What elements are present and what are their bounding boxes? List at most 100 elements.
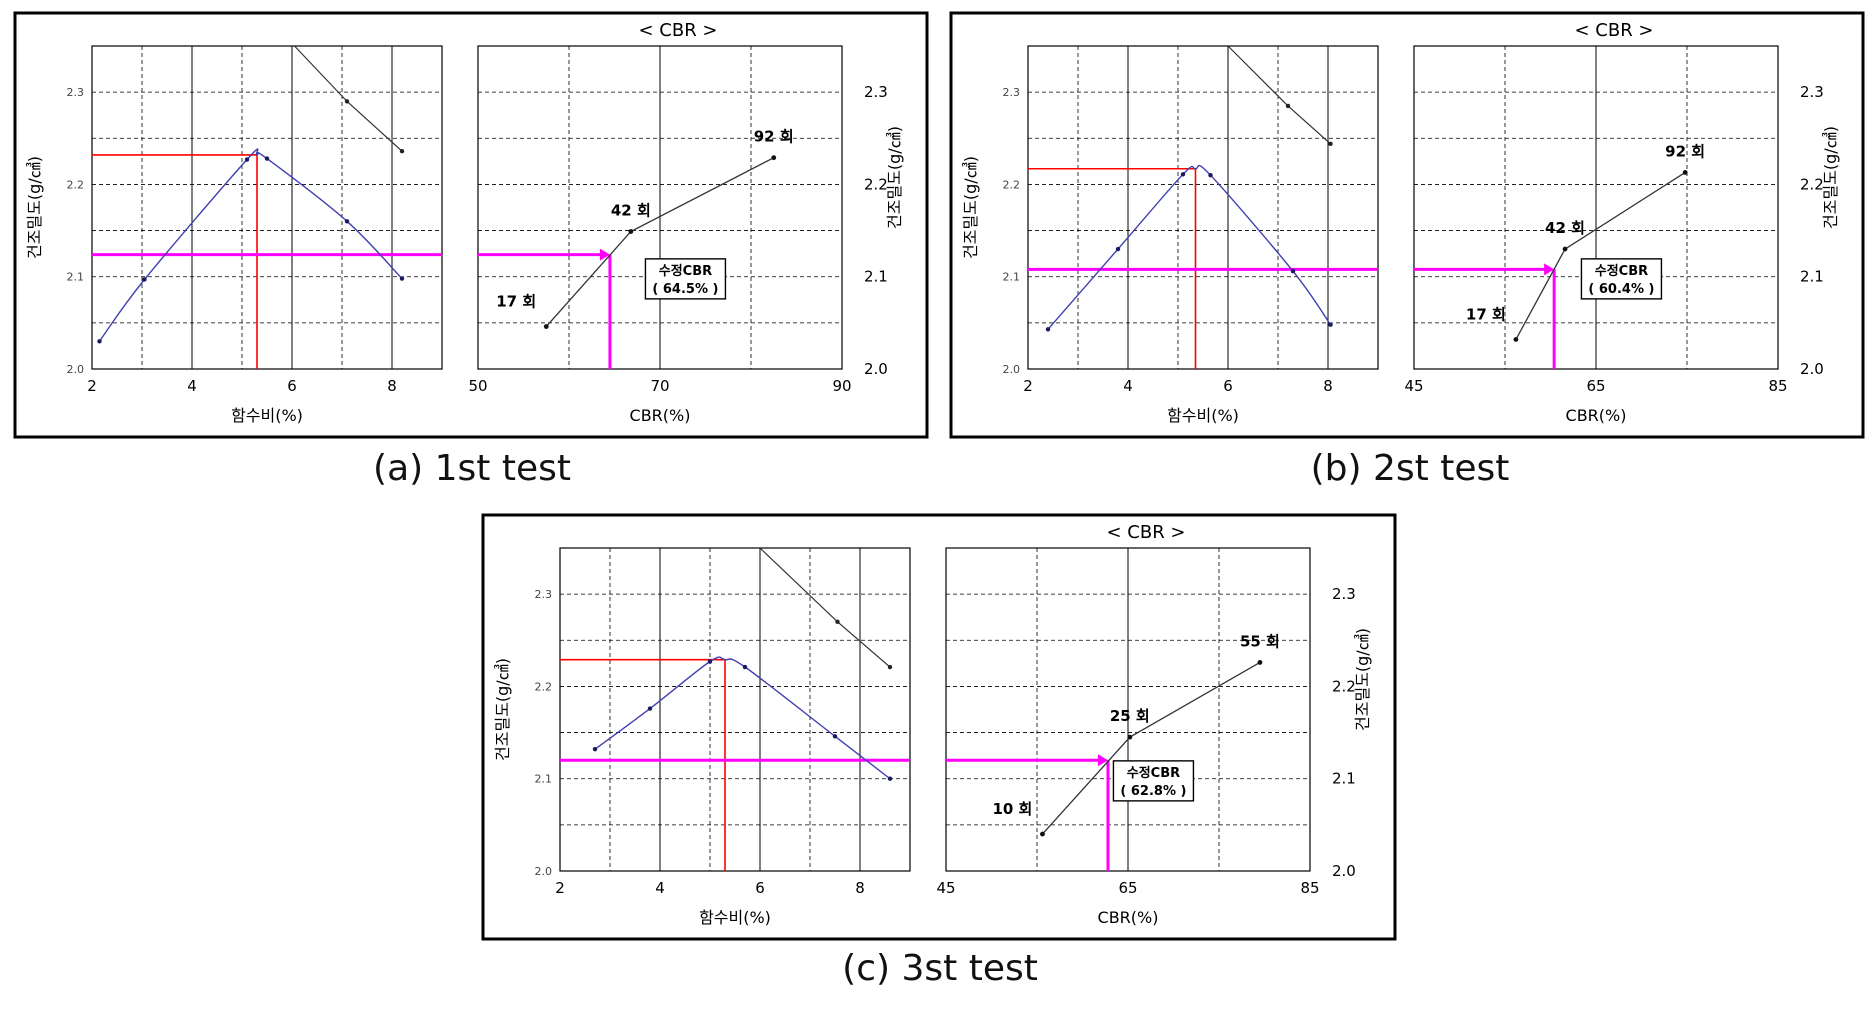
x-tick-label: 65 — [1118, 879, 1137, 897]
compaction-point — [1328, 322, 1333, 327]
compaction-point — [887, 776, 893, 781]
panel-frame — [481, 513, 1397, 941]
corrected-cbr-box — [644, 258, 727, 300]
arrow-head — [1097, 754, 1108, 767]
x-tick-label: 4 — [187, 377, 197, 395]
corrected-cbr-box — [1580, 258, 1663, 300]
y-tick-label: 2.3 — [864, 83, 888, 101]
panel-3st-test: < CBR > 2 4 6 8 2.0 2.1 2.2 2.3 함수비(%) 건조밀도(g/㎤) 45… — [481, 513, 1397, 941]
x-tick-label: 90 — [832, 377, 851, 395]
compaction-point — [1045, 327, 1051, 332]
chart-title: < CBR > — [1574, 20, 1653, 41]
compaction-point — [1208, 173, 1213, 178]
compaction-point — [244, 157, 250, 162]
corrected-cbr-title: 수정CBR — [1595, 263, 1648, 279]
compaction-point — [142, 277, 147, 282]
y-tick-label: 2.0 — [67, 363, 85, 376]
y-tick-label: 2.0 — [864, 360, 888, 378]
x-tick-label: 65 — [1586, 377, 1605, 395]
cbr-point — [1513, 337, 1519, 342]
y-tick-label: 2.3 — [1003, 86, 1021, 99]
corrected-cbr-value: ( 62.8% ) — [1120, 784, 1186, 799]
x-axis-label: CBR(%) — [1098, 908, 1159, 927]
x-tick-label: 8 — [387, 377, 397, 395]
y-tick-label: 2.2 — [864, 175, 888, 193]
x-axis-label: CBR(%) — [630, 406, 691, 425]
zero-air-void-point — [835, 619, 840, 625]
plot-border — [477, 45, 843, 370]
cbr-point — [1562, 246, 1568, 252]
arrow-head — [1544, 263, 1555, 276]
x-tick-label: 4 — [1123, 377, 1133, 395]
y-axis-label: 건조밀도(g/㎤) — [1353, 628, 1372, 731]
blow-count-label: 55 회 — [1240, 632, 1280, 650]
compaction-point — [707, 659, 713, 664]
compaction-point — [832, 734, 838, 739]
corrected-cbr-title: 수정CBR — [659, 263, 712, 279]
x-tick-label: 4 — [655, 879, 665, 897]
corrected-cbr-box — [1112, 760, 1195, 802]
compaction-point — [399, 276, 405, 281]
y-tick-label: 2.0 — [1800, 360, 1824, 378]
x-tick-label: 8 — [855, 879, 865, 897]
compaction-point — [592, 746, 598, 752]
blow-count-label: 25 회 — [1110, 707, 1150, 725]
y-tick-label: 2.1 — [535, 773, 553, 786]
y-tick-label: 2.1 — [864, 268, 888, 286]
plot-border — [91, 45, 443, 370]
compaction-point — [742, 664, 748, 670]
x-tick-label: 2 — [87, 377, 97, 395]
cbr-point — [543, 324, 549, 329]
y-tick-label: 2.1 — [67, 271, 85, 284]
chart-title: < CBR > — [1106, 522, 1185, 543]
y-axis-label: 건조밀도(g/㎤) — [493, 658, 512, 761]
zero-air-void-line — [1227, 45, 1331, 145]
y-tick-label: 2.3 — [1332, 585, 1356, 603]
compaction-point — [1180, 172, 1186, 177]
zero-air-void-line — [294, 45, 403, 152]
compaction-point — [97, 339, 102, 344]
x-tick-label: 8 — [1323, 377, 1333, 395]
x-tick-label: 50 — [468, 377, 487, 395]
max-density-guide-line — [92, 154, 258, 369]
zero-air-void-point — [1328, 141, 1333, 147]
zero-air-void-line — [759, 547, 891, 668]
y-tick-label: 2.2 — [535, 680, 553, 693]
panel-1st-test: < CBR > 2 4 6 8 2.0 2.1 2.2 2.3 함수비(%) 건조밀도(g/㎤) 50… — [13, 11, 929, 439]
compaction-point — [344, 219, 350, 224]
y-tick-label: 2.2 — [1332, 677, 1356, 695]
blow-count-label: 92 회 — [1665, 142, 1705, 160]
zero-air-void-point — [344, 99, 350, 104]
compaction-curve — [98, 148, 403, 342]
y-axis-label: 건조밀도(g/㎤) — [885, 126, 904, 229]
corrected-cbr-value: ( 60.4% ) — [1588, 282, 1654, 297]
panel-2st-test: < CBR > 2 4 6 8 2.0 2.1 2.2 2.3 함수비(%) 건조밀도(g/㎤) 45… — [949, 11, 1865, 439]
blow-count-label: 10 회 — [992, 800, 1032, 818]
chart-title: < CBR > — [638, 20, 717, 41]
y-tick-label: 2.1 — [1003, 271, 1021, 284]
y-tick-label: 2.2 — [67, 178, 85, 191]
compaction-point — [1115, 246, 1121, 252]
compaction-curve — [1047, 164, 1332, 330]
x-tick-label: 45 — [1404, 377, 1423, 395]
x-axis-label: 함수비(%) — [231, 406, 303, 425]
cbr-point — [628, 229, 634, 234]
y-tick-label: 2.3 — [535, 588, 553, 601]
caption-1st-test: (a) 1st test — [373, 448, 571, 489]
arrow-head — [599, 248, 610, 261]
zero-air-void-point — [887, 664, 893, 670]
plot-border — [945, 547, 1311, 872]
cbr-point — [1682, 170, 1688, 175]
y-tick-label: 2.2 — [1003, 178, 1021, 191]
x-tick-label: 85 — [1768, 377, 1787, 395]
y-tick-label: 2.0 — [1003, 363, 1021, 376]
zero-air-void-point — [1285, 103, 1291, 109]
compaction-point — [647, 706, 653, 711]
zero-air-void-point — [399, 149, 405, 154]
x-tick-label: 45 — [936, 879, 955, 897]
y-tick-label: 2.0 — [1332, 862, 1356, 880]
cbr-point — [1257, 660, 1263, 665]
cbr-point — [771, 155, 777, 161]
corrected-cbr-value: ( 64.5% ) — [652, 282, 718, 297]
